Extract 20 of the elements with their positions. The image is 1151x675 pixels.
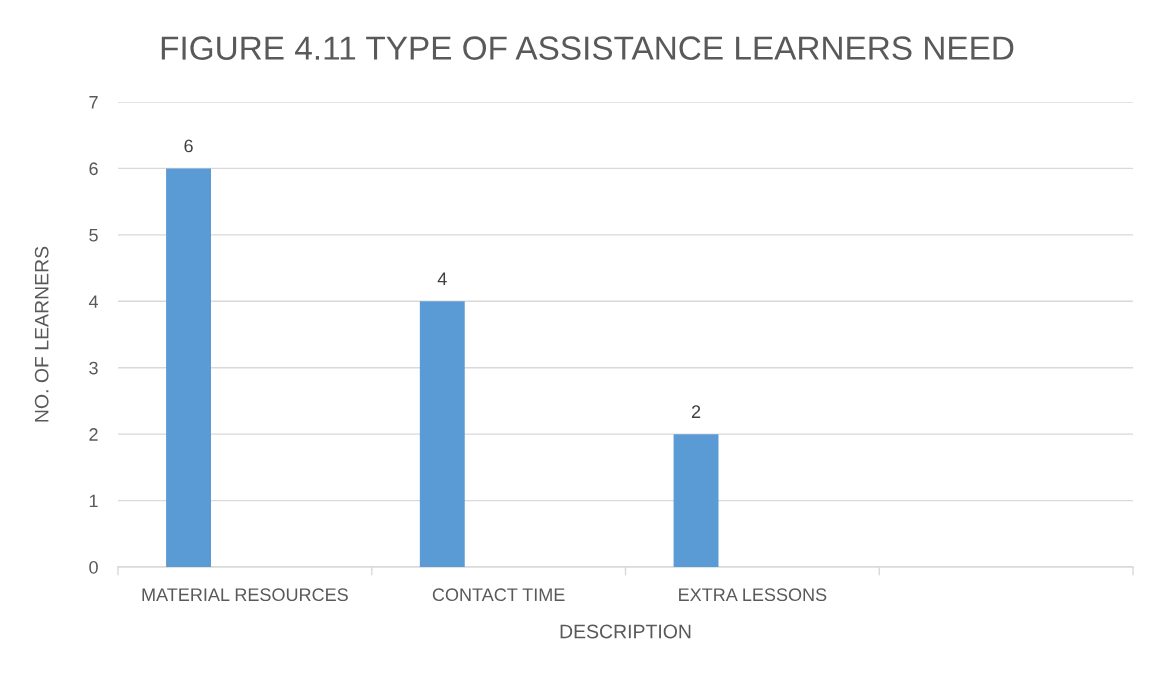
data-label: 6 <box>184 139 193 153</box>
y-tick-label: 2 <box>89 428 98 441</box>
y-tick-label: 7 <box>89 96 98 109</box>
y-tick-label: 1 <box>89 494 98 508</box>
y-tick-label: 0 <box>89 560 98 574</box>
y-tick-label: 5 <box>89 228 98 242</box>
data-label: 2 <box>691 405 701 418</box>
chart-title: FIGURE 4.11 TYPE OF ASSISTANCE LEARNERS NEED <box>161 36 1014 60</box>
bar <box>419 301 465 567</box>
bar <box>673 434 719 567</box>
data-label: 4 <box>437 272 447 286</box>
x-tick-label: MATERIAL RESOURCES <box>142 588 348 602</box>
y-axis-title: NO. OF LEARNERS <box>34 246 49 422</box>
y-tick-label: 4 <box>88 295 99 308</box>
x-axis-title: DESCRIPTION <box>560 624 691 639</box>
x-tick-label: CONTACT TIME <box>432 588 565 602</box>
x-tick-label: EXTRA LESSONS <box>679 588 827 602</box>
y-tick-label: 3 <box>89 361 98 375</box>
y-tick-label: 6 <box>89 162 98 176</box>
bar <box>166 168 211 567</box>
